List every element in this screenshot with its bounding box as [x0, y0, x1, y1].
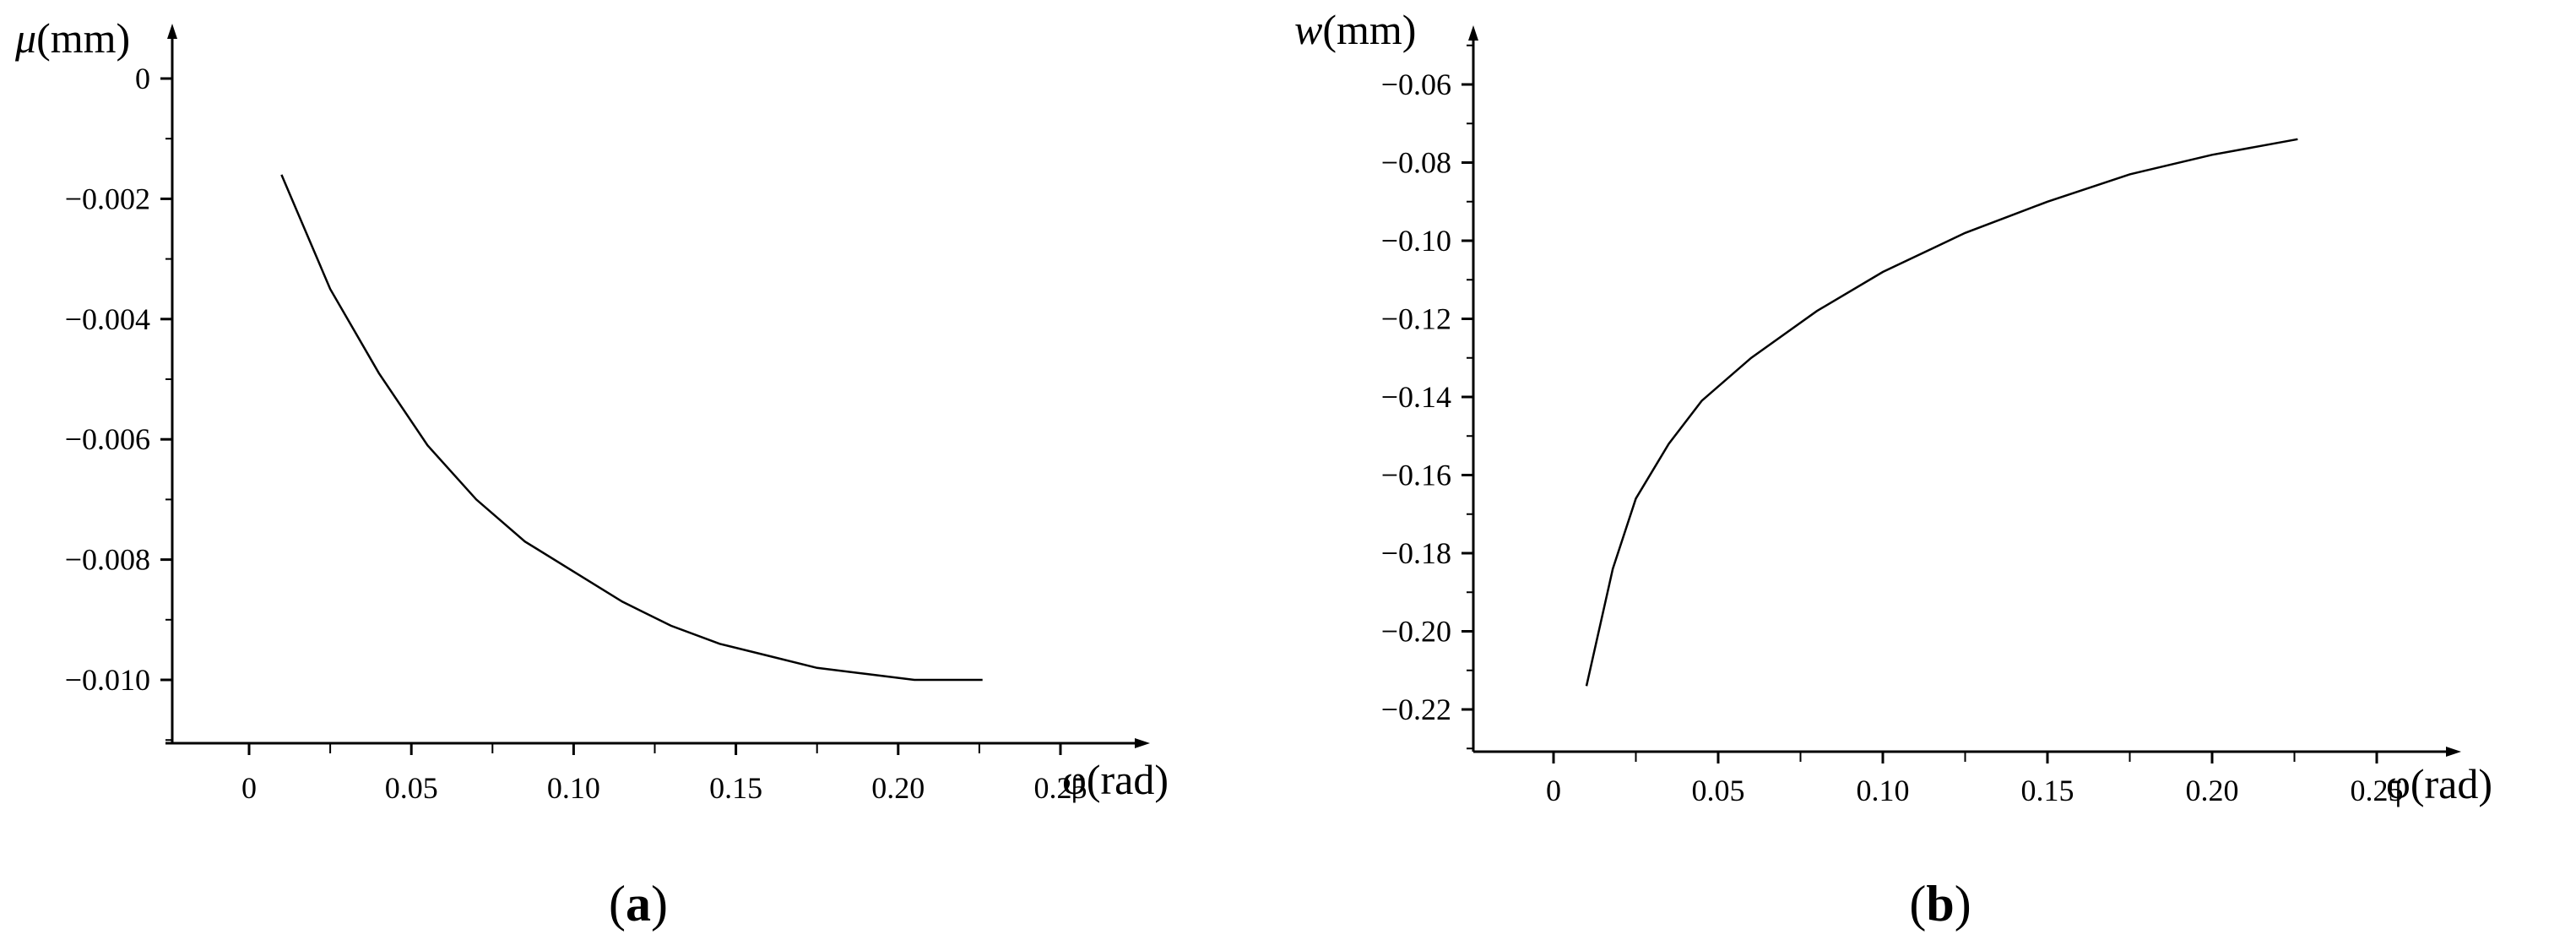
y-tick-label: −0.002 [65, 182, 150, 215]
y-axis-arrow [167, 24, 177, 39]
x-tick-label: 0.25 [1034, 771, 1087, 805]
y-axis-symbol: w [1294, 6, 1322, 53]
y-tick-label: −0.20 [1381, 615, 1451, 649]
x-tick-label: 0 [1546, 774, 1561, 807]
y-axis-unit: (mm) [1322, 6, 1416, 53]
x-axis-arrow [1135, 738, 1150, 748]
panel-label: (a) [609, 876, 668, 932]
x-axis-title: φ(rad) [2386, 760, 2492, 807]
y-tick-label: −0.004 [65, 302, 150, 336]
y-axis-title: w(mm) [1294, 6, 1416, 53]
y-tick-label: −0.16 [1381, 459, 1451, 492]
y-axis-title: μ(mm) [14, 14, 130, 62]
x-tick-label: 0.25 [2351, 774, 2404, 807]
y-tick-label: −0.14 [1381, 380, 1451, 414]
x-tick-label: 0.05 [385, 771, 438, 805]
y-tick-label: −0.008 [65, 543, 150, 577]
y-tick-label: −0.22 [1381, 693, 1451, 726]
chart-b: −0.06 −0.08 −0.10 −0.12 −0.14 −0.16 −0.18 −0.20… [1294, 6, 2492, 932]
y-tick-label: −0.18 [1381, 536, 1451, 570]
x-tick-label: 0.10 [1857, 774, 1910, 807]
y-tick-label: 0 [135, 62, 150, 95]
panel-letter: a [626, 876, 651, 932]
x-axis-arrow [2446, 747, 2461, 757]
x-axis-title: φ(rad) [1062, 756, 1169, 803]
y-tick-label: −0.08 [1381, 146, 1451, 180]
y-tick-label: −0.06 [1381, 68, 1451, 101]
panel-label: (b) [1909, 876, 1971, 932]
x-tick-label: 0 [241, 771, 257, 805]
chart-a: 0 −0.002 −0.004 −0.006 −0.008 −0.010 0 0.05 0.10… [14, 14, 1169, 932]
y-tick-label: −0.12 [1381, 302, 1451, 336]
x-tick-label: 0.15 [709, 771, 762, 805]
y-axis-arrow [1468, 25, 1478, 41]
panel-letter: b [1926, 876, 1954, 932]
x-tick-label: 0.20 [2186, 774, 2239, 807]
y-tick-label: −0.010 [65, 663, 150, 697]
x-tick-label: 0.20 [871, 771, 925, 805]
y-tick-label: −0.006 [65, 422, 150, 456]
x-tick-label: 0.10 [547, 771, 600, 805]
series-line [1585, 138, 2298, 687]
y-tick-label: −0.10 [1381, 224, 1451, 258]
y-axis-symbol: μ [14, 14, 36, 62]
x-tick-label: 0.15 [2021, 774, 2074, 807]
series-line [280, 174, 983, 682]
x-tick-label: 0.05 [1692, 774, 1745, 807]
y-axis-unit: (mm) [36, 14, 130, 62]
